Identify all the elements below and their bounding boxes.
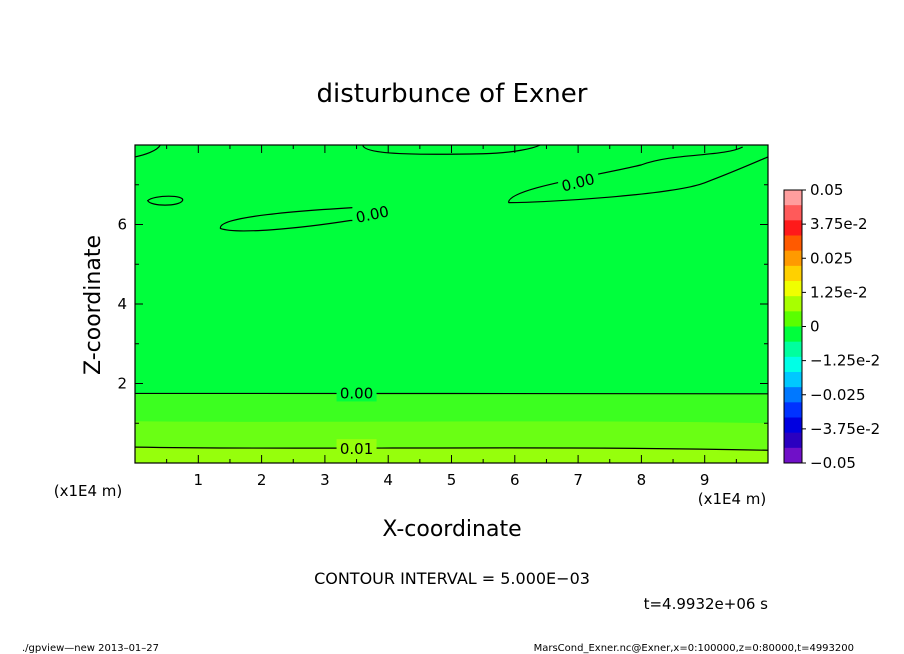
x-tick-label: 1 [194, 471, 204, 489]
colorbar-segment [784, 265, 802, 282]
colorbar-segment [784, 402, 802, 418]
colorbar-segment [784, 281, 802, 297]
colorbar: 0.05 3.75e-2 0.025 1.25e-2 0 −1.25e-2 −0.025 −3… [783, 181, 880, 472]
contour-label: 0.01 [340, 440, 373, 458]
colorbar-label: 1.25e-2 [810, 283, 868, 301]
contour-line [134, 446, 769, 451]
colorbar-segment [784, 205, 802, 221]
contour-label-mask [558, 172, 599, 191]
colorbar-segment [784, 250, 802, 267]
contour-line [134, 392, 769, 395]
colorbar-segment [784, 387, 802, 403]
x-tick-label: 4 [383, 471, 393, 489]
colorbar-label: 3.75e-2 [810, 215, 868, 233]
contour-line [134, 144, 161, 158]
colorbar-label: −1.25e-2 [810, 352, 880, 370]
colorbar-segment [784, 190, 802, 206]
colorbar-label: −0.025 [810, 386, 866, 404]
contour-label-mask [336, 383, 377, 402]
y-tick-label: 2 [117, 375, 127, 393]
y-tick-label: 6 [117, 216, 127, 234]
footer-source: MarsCond_Exner.nc@Exner,x=0:100000,z=0:8… [534, 643, 854, 654]
colorbar-segment [784, 311, 802, 327]
colorbar-segment [784, 432, 802, 449]
colorbar-segment [784, 235, 802, 252]
x-tick-label: 5 [447, 471, 457, 489]
x-tick-label: 2 [257, 471, 267, 489]
contour-label: 0.00 [340, 384, 373, 402]
x-tick-label: 8 [637, 471, 647, 489]
colorbar-label: −3.75e-2 [810, 420, 880, 438]
colorbar-segment [784, 341, 802, 358]
colorbar-segment [784, 220, 802, 236]
x-tick-label: 6 [510, 471, 520, 489]
colorbar-label: 0.025 [810, 249, 853, 267]
x-tick-label: 9 [700, 471, 710, 489]
y-axis-label: Z-coordinate [81, 235, 106, 375]
colorbar-segment [784, 326, 802, 343]
x-unit-label: (x1E4 m) [698, 490, 767, 508]
colorbar-label: 0.05 [810, 181, 843, 199]
contour-label-mask [352, 204, 393, 223]
colorbar-segment [784, 356, 802, 373]
colorbar-label: 0 [810, 318, 820, 336]
chart-title: disturbunce of Exner [317, 79, 588, 109]
contour-line [362, 144, 541, 155]
contour-interval-label: CONTOUR INTERVAL = 5.000E−03 [314, 569, 590, 588]
colorbar-segment [784, 372, 802, 388]
x-tick-label: 3 [320, 471, 330, 489]
contour-line [507, 146, 769, 204]
footer-program: ./gpview—new 2013–01–27 [22, 643, 159, 654]
colorbar-segment [784, 296, 802, 312]
contour-label-mask [336, 439, 377, 458]
colorbar-label: −0.05 [810, 454, 856, 472]
contour-line [146, 195, 184, 206]
x-axis-label: X-coordinate [382, 517, 521, 542]
y-tick-label: 4 [117, 295, 127, 313]
x-tick-label: 7 [573, 471, 583, 489]
time-label: t=4.9932e+06 s [644, 595, 769, 613]
y-unit-label: (x1E4 m) [54, 482, 123, 500]
colorbar-segment [784, 447, 802, 464]
colorbar-segment [784, 417, 802, 434]
